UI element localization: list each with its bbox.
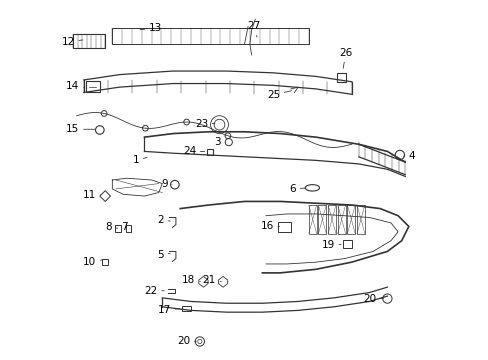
Text: 20: 20 — [177, 336, 196, 346]
Text: 5: 5 — [157, 250, 170, 260]
Text: 11: 11 — [83, 190, 101, 200]
Text: 1: 1 — [132, 156, 147, 165]
Bar — [308, 205, 316, 234]
Text: 7: 7 — [121, 222, 127, 232]
Bar — [342, 240, 351, 248]
Bar — [278, 222, 290, 232]
Text: 8: 8 — [105, 222, 118, 232]
Bar — [327, 205, 335, 234]
Text: 6: 6 — [289, 184, 305, 194]
Text: 20: 20 — [362, 294, 383, 303]
Bar — [356, 205, 364, 234]
Text: 2: 2 — [157, 215, 170, 225]
Text: 4: 4 — [403, 151, 415, 161]
Text: 17: 17 — [158, 305, 180, 315]
Text: 23: 23 — [194, 118, 215, 129]
Bar — [102, 259, 108, 265]
Text: 14: 14 — [66, 81, 84, 91]
Text: 27: 27 — [247, 21, 260, 37]
Bar — [125, 225, 131, 232]
Text: 16: 16 — [260, 221, 279, 231]
Text: 10: 10 — [83, 257, 102, 267]
Text: 3: 3 — [214, 137, 225, 147]
Bar — [115, 225, 121, 232]
Text: 12: 12 — [61, 37, 82, 47]
Bar — [337, 205, 345, 234]
Text: 18: 18 — [182, 275, 200, 285]
Text: 15: 15 — [66, 124, 95, 134]
Text: 19: 19 — [321, 240, 340, 250]
Text: 22: 22 — [144, 286, 164, 296]
Bar — [337, 73, 346, 82]
Bar — [318, 205, 325, 234]
Bar — [346, 205, 354, 234]
Text: 26: 26 — [339, 48, 352, 68]
Text: 9: 9 — [161, 179, 172, 189]
Bar — [182, 306, 190, 311]
Text: 13: 13 — [140, 23, 162, 33]
Bar — [73, 33, 105, 48]
Bar — [206, 149, 213, 155]
Bar — [85, 81, 100, 93]
Text: 24: 24 — [183, 147, 204, 157]
Text: 25: 25 — [266, 90, 291, 100]
Text: 21: 21 — [202, 275, 221, 285]
Bar — [112, 28, 308, 44]
